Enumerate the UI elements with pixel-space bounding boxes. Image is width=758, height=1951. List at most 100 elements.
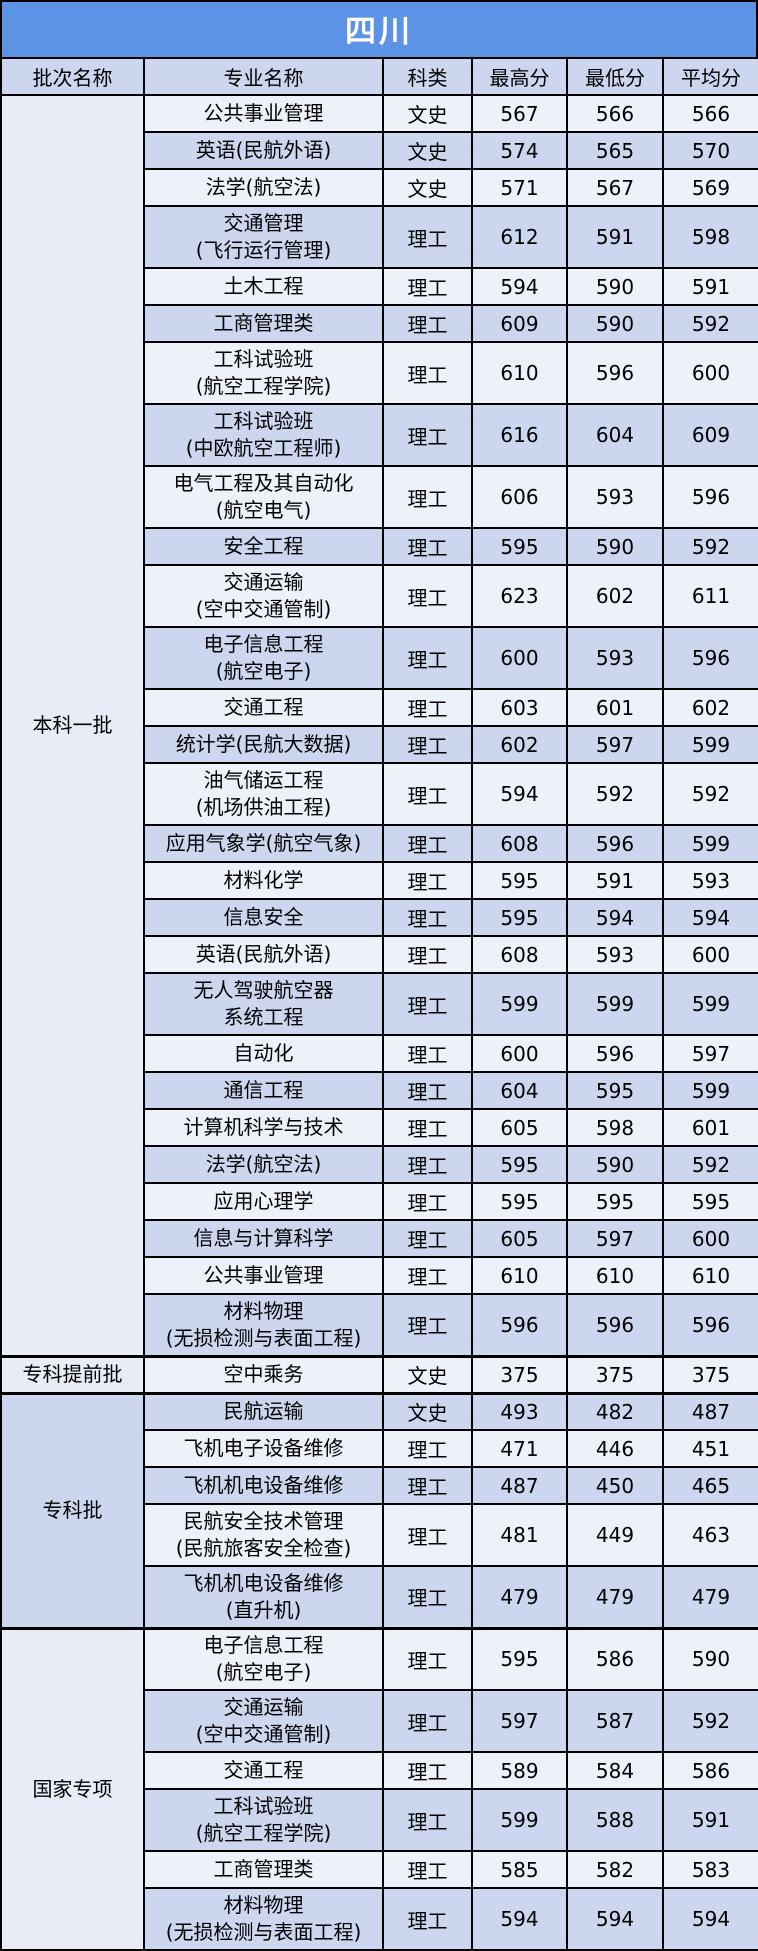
max-score-cell: 487 <box>471 1466 568 1505</box>
category-cell: 理工 <box>382 1887 473 1951</box>
avg-score-cell: 591 <box>662 267 758 306</box>
min-score-cell: 598 <box>566 1108 664 1147</box>
col-header-avg-score: 平均分 <box>662 57 758 96</box>
min-score-cell: 566 <box>566 94 664 133</box>
min-score-cell: 592 <box>566 762 664 826</box>
major-cell: 电气工程及其自动化 (航空电气) <box>143 465 384 529</box>
max-score-cell: 602 <box>471 725 568 764</box>
table-row: 信息与计算科学 理工 605 597 600 <box>1 1219 758 1258</box>
avg-score-cell: 600 <box>662 1219 758 1258</box>
category-cell: 理工 <box>382 898 473 937</box>
min-score-cell: 590 <box>566 267 664 306</box>
avg-score-cell: 586 <box>662 1751 758 1790</box>
avg-score-cell: 599 <box>662 1071 758 1110</box>
avg-score-cell: 569 <box>662 168 758 207</box>
min-score-cell: 601 <box>566 688 664 727</box>
max-score-cell: 589 <box>471 1751 568 1790</box>
avg-score-cell: 592 <box>662 527 758 566</box>
min-score-cell: 595 <box>566 1182 664 1221</box>
min-score-cell: 610 <box>566 1256 664 1295</box>
avg-score-cell: 595 <box>662 1182 758 1221</box>
table-row: 安全工程 理工 595 590 592 <box>1 527 758 566</box>
category-cell: 理工 <box>382 861 473 900</box>
avg-score-cell: 599 <box>662 824 758 863</box>
category-cell: 理工 <box>382 1034 473 1073</box>
category-cell: 理工 <box>382 1071 473 1110</box>
category-cell: 理工 <box>382 1751 473 1790</box>
min-score-cell: 597 <box>566 725 664 764</box>
min-score-cell: 565 <box>566 131 664 170</box>
min-score-cell: 596 <box>566 341 664 405</box>
major-cell: 交通工程 <box>143 1751 384 1790</box>
max-score-cell: 493 <box>471 1391 568 1431</box>
table-row: 飞机电子设备维修 理工 471 446 451 <box>1 1429 758 1468</box>
category-cell: 理工 <box>382 341 473 405</box>
major-cell: 信息与计算科学 <box>143 1219 384 1258</box>
table-row: 无人驾驶航空器 系统工程 理工 599 599 599 <box>1 972 758 1036</box>
table-row: 交通管理 (飞行运行管理) 理工 612 591 598 <box>1 205 758 269</box>
avg-score-cell: 465 <box>662 1466 758 1505</box>
max-score-cell: 608 <box>471 935 568 974</box>
max-score-cell: 571 <box>471 168 568 207</box>
batch-cell: 本科一批 <box>0 94 145 1357</box>
avg-score-cell: 596 <box>662 465 758 529</box>
category-cell: 理工 <box>382 564 473 628</box>
table-row: 英语(民航外语) 文史 574 565 570 <box>1 131 758 170</box>
table-row: 材料物理 (无损检测与表面工程) 理工 596 596 596 <box>1 1293 758 1357</box>
table-row: 油气储运工程 (机场供油工程) 理工 594 592 592 <box>1 762 758 826</box>
min-score-cell: 375 <box>566 1354 664 1394</box>
max-score-cell: 616 <box>471 403 568 467</box>
table-row: 电气工程及其自动化 (航空电气) 理工 606 593 596 <box>1 465 758 529</box>
col-header-major: 专业名称 <box>143 57 384 96</box>
category-cell: 理工 <box>382 527 473 566</box>
avg-score-cell: 611 <box>662 564 758 628</box>
min-score-cell: 588 <box>566 1788 664 1852</box>
table-row: 飞机机电设备维修 (直升机) 理工 479 479 479 <box>1 1565 758 1629</box>
avg-score-cell: 570 <box>662 131 758 170</box>
max-score-cell: 605 <box>471 1108 568 1147</box>
category-cell: 文史 <box>382 1354 473 1394</box>
batch-cell: 专科批 <box>0 1391 145 1629</box>
major-cell: 工科试验班 (中欧航空工程师) <box>143 403 384 467</box>
max-score-cell: 595 <box>471 898 568 937</box>
avg-score-cell: 590 <box>662 1626 758 1691</box>
max-score-cell: 594 <box>471 1887 568 1951</box>
table-row: 交通工程 理工 589 584 586 <box>1 1751 758 1790</box>
scores-table: 批次名称 专业名称 科类 最高分 最低分 平均分 本科一批 公共事业管理 文史 567… <box>0 57 758 1951</box>
avg-score-cell: 601 <box>662 1108 758 1147</box>
avg-score-cell: 597 <box>662 1034 758 1073</box>
max-score-cell: 595 <box>471 1182 568 1221</box>
avg-score-cell: 591 <box>662 1788 758 1852</box>
min-score-cell: 594 <box>566 1887 664 1951</box>
major-cell: 英语(民航外语) <box>143 131 384 170</box>
table-row: 材料化学 理工 595 591 593 <box>1 861 758 900</box>
category-cell: 理工 <box>382 935 473 974</box>
avg-score-cell: 375 <box>662 1354 758 1394</box>
max-score-cell: 605 <box>471 1219 568 1258</box>
avg-score-cell: 594 <box>662 898 758 937</box>
max-score-cell: 567 <box>471 94 568 133</box>
category-cell: 理工 <box>382 688 473 727</box>
major-cell: 统计学(民航大数据) <box>143 725 384 764</box>
avg-score-cell: 592 <box>662 1145 758 1184</box>
col-header-max-score: 最高分 <box>471 57 568 96</box>
table-row: 自动化 理工 600 596 597 <box>1 1034 758 1073</box>
table-row: 统计学(民航大数据) 理工 602 597 599 <box>1 725 758 764</box>
avg-score-cell: 602 <box>662 688 758 727</box>
avg-score-cell: 592 <box>662 1689 758 1753</box>
major-cell: 油气储运工程 (机场供油工程) <box>143 762 384 826</box>
min-score-cell: 449 <box>566 1503 664 1567</box>
major-cell: 材料物理 (无损检测与表面工程) <box>143 1887 384 1951</box>
table-row: 专科提前批 空中乘务 文史 375 375 375 <box>0 1354 758 1394</box>
category-cell: 理工 <box>382 725 473 764</box>
table-row: 民航安全技术管理 (民航旅客安全检查) 理工 481 449 463 <box>1 1503 758 1567</box>
table-row: 应用心理学 理工 595 595 595 <box>1 1182 758 1221</box>
category-cell: 理工 <box>382 1850 473 1889</box>
major-cell: 交通运输 (空中交通管制) <box>143 564 384 628</box>
batch-cell: 国家专项 <box>0 1626 145 1951</box>
major-cell: 工商管理类 <box>143 304 384 343</box>
min-score-cell: 567 <box>566 168 664 207</box>
avg-score-cell: 598 <box>662 205 758 269</box>
max-score-cell: 595 <box>471 1626 568 1691</box>
